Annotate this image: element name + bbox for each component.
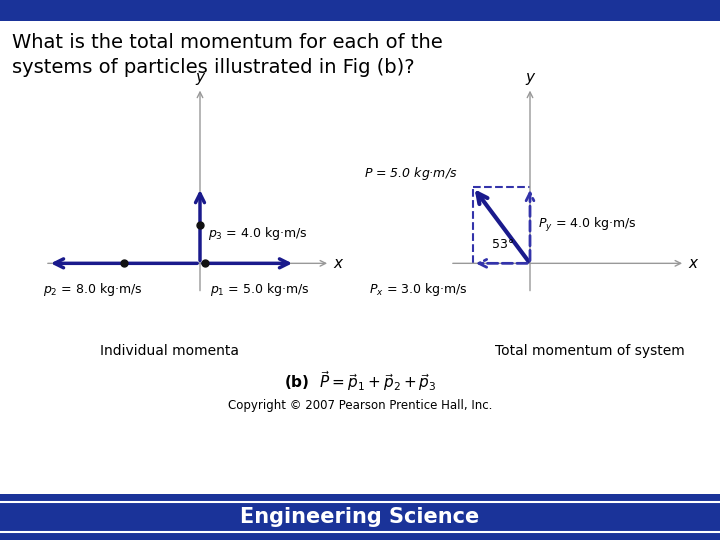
Text: $p_1$ = 5.0 kg·m/s: $p_1$ = 5.0 kg·m/s xyxy=(210,281,310,299)
Text: Individual momenta: Individual momenta xyxy=(101,343,240,357)
Text: 53°: 53° xyxy=(492,238,514,251)
Text: $p_2$ = 8.0 kg·m/s: $p_2$ = 8.0 kg·m/s xyxy=(43,281,143,299)
Text: What is the total momentum for each of the: What is the total momentum for each of t… xyxy=(12,32,443,51)
Text: systems of particles illustrated in Fig (b)?: systems of particles illustrated in Fig … xyxy=(12,58,415,77)
Text: $P$ = 5.0 kg·m/s: $P$ = 5.0 kg·m/s xyxy=(364,165,458,182)
Text: y: y xyxy=(526,70,534,85)
Text: y: y xyxy=(196,70,204,85)
Text: Engineering Science: Engineering Science xyxy=(240,507,480,527)
Text: $P_x$ = 3.0 kg·m/s: $P_x$ = 3.0 kg·m/s xyxy=(369,281,468,299)
Text: Total momentum of system: Total momentum of system xyxy=(495,343,685,357)
Text: (b)  $\vec{P} = \vec{p}_1 + \vec{p}_2 + \vec{p}_3$: (b) $\vec{P} = \vec{p}_1 + \vec{p}_2 + \… xyxy=(284,369,436,393)
Text: $P_y$ = 4.0 kg·m/s: $P_y$ = 4.0 kg·m/s xyxy=(538,216,636,234)
Text: $p_3$ = 4.0 kg·m/s: $p_3$ = 4.0 kg·m/s xyxy=(208,225,307,242)
Text: x: x xyxy=(333,256,342,271)
Text: x: x xyxy=(688,256,697,271)
Text: Copyright © 2007 Pearson Prentice Hall, Inc.: Copyright © 2007 Pearson Prentice Hall, … xyxy=(228,399,492,412)
